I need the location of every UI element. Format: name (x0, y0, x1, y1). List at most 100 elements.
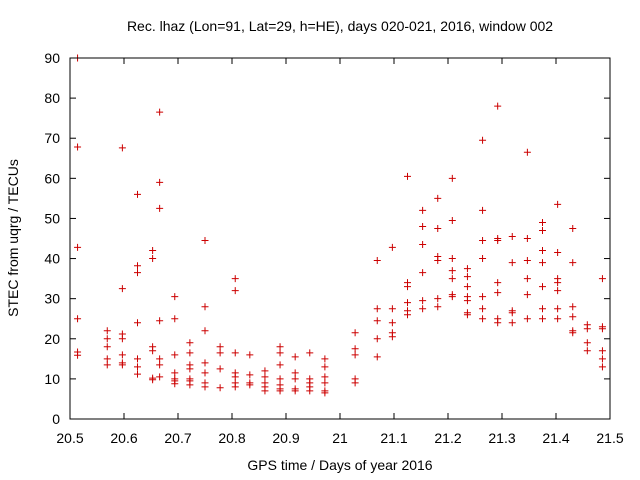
data-point (583, 347, 591, 355)
data-point (448, 174, 456, 182)
data-point (539, 315, 546, 323)
x-tick-label: 21 (332, 430, 348, 446)
data-point (373, 335, 381, 343)
data-point (246, 381, 254, 389)
data-point (508, 259, 516, 267)
y-tick-label: 60 (44, 170, 60, 186)
y-tick-label: 10 (44, 371, 60, 387)
data-point (351, 351, 359, 359)
data-point (74, 143, 82, 151)
data-point (539, 218, 546, 226)
data-point (306, 349, 314, 357)
data-point (373, 353, 381, 361)
data-point (404, 299, 411, 307)
data-point (156, 178, 164, 186)
data-point (261, 367, 269, 375)
data-point (404, 283, 411, 291)
data-point (291, 353, 299, 361)
data-point (494, 102, 502, 110)
data-point (261, 373, 269, 381)
data-point (201, 383, 209, 391)
data-point (388, 243, 396, 251)
x-tick-label: 21.5 (596, 430, 623, 446)
data-point (186, 349, 194, 357)
data-point (598, 347, 606, 355)
data-point (149, 347, 157, 355)
data-point (583, 325, 591, 333)
data-point (103, 327, 111, 335)
data-point (231, 373, 239, 381)
data-point (569, 313, 577, 321)
data-point (231, 383, 239, 391)
data-point (261, 387, 269, 395)
data-point (494, 237, 502, 245)
data-point (201, 359, 209, 367)
data-point (569, 303, 577, 311)
data-point (201, 327, 209, 335)
data-point (118, 361, 126, 369)
data-point (373, 317, 381, 325)
data-point (494, 289, 502, 297)
y-axis-label: STEC from uqrg / TECUs (5, 159, 21, 317)
data-point (171, 293, 179, 301)
data-point (74, 243, 82, 251)
y-tick-label: 0 (52, 411, 60, 427)
data-point (419, 297, 427, 305)
data-point (231, 275, 239, 283)
data-point (523, 275, 531, 283)
data-point (404, 172, 411, 180)
data-point (291, 375, 299, 383)
x-tick-label: 21.1 (380, 430, 407, 446)
data-point (321, 389, 329, 397)
data-point (434, 194, 442, 202)
x-tick-label: 20.7 (164, 430, 191, 446)
x-tick-label: 20.6 (110, 430, 137, 446)
axis-ticks: 20.5 20.6 20.7 20.8 20.9 21 21.1 21.2 21.3 21.4 21… (44, 50, 623, 446)
data-point (216, 349, 224, 357)
data-point (419, 206, 427, 214)
data-point (351, 379, 359, 387)
data-point (149, 247, 157, 255)
y-tick-label: 70 (44, 130, 60, 146)
data-point (583, 339, 591, 347)
data-point (448, 293, 456, 301)
data-point (479, 255, 487, 263)
data-point (306, 387, 314, 395)
data-point (246, 351, 254, 359)
data-point (373, 257, 381, 265)
data-point (321, 363, 329, 371)
data-point (74, 315, 82, 323)
data-point (404, 311, 411, 319)
x-tick-label: 20.5 (56, 430, 83, 446)
data-point (118, 335, 126, 343)
x-tick-label: 20.9 (272, 430, 299, 446)
data-point (103, 335, 111, 343)
data-point (448, 216, 456, 224)
data-point (598, 275, 606, 283)
data-point (118, 351, 126, 359)
data-point (156, 204, 164, 212)
data-point (276, 343, 284, 351)
data-point (463, 283, 471, 291)
data-point (539, 226, 546, 234)
data-point (149, 376, 157, 384)
data-point (134, 355, 141, 363)
data-point (321, 373, 329, 381)
data-point (134, 269, 141, 277)
y-tick-label: 40 (44, 251, 60, 267)
data-point (598, 355, 606, 363)
data-point (351, 329, 359, 337)
x-axis-label: GPS time / Days of year 2016 (247, 457, 432, 473)
y-tick-label: 50 (44, 210, 60, 226)
data-point (554, 249, 562, 257)
data-point (276, 361, 284, 369)
data-point (539, 259, 546, 267)
data-point (201, 369, 209, 377)
data-point (539, 247, 546, 255)
data-point (149, 255, 157, 263)
data-point (463, 265, 471, 273)
data-point (494, 279, 502, 287)
data-point (388, 305, 396, 313)
data-point (156, 373, 164, 381)
data-point (569, 224, 577, 232)
